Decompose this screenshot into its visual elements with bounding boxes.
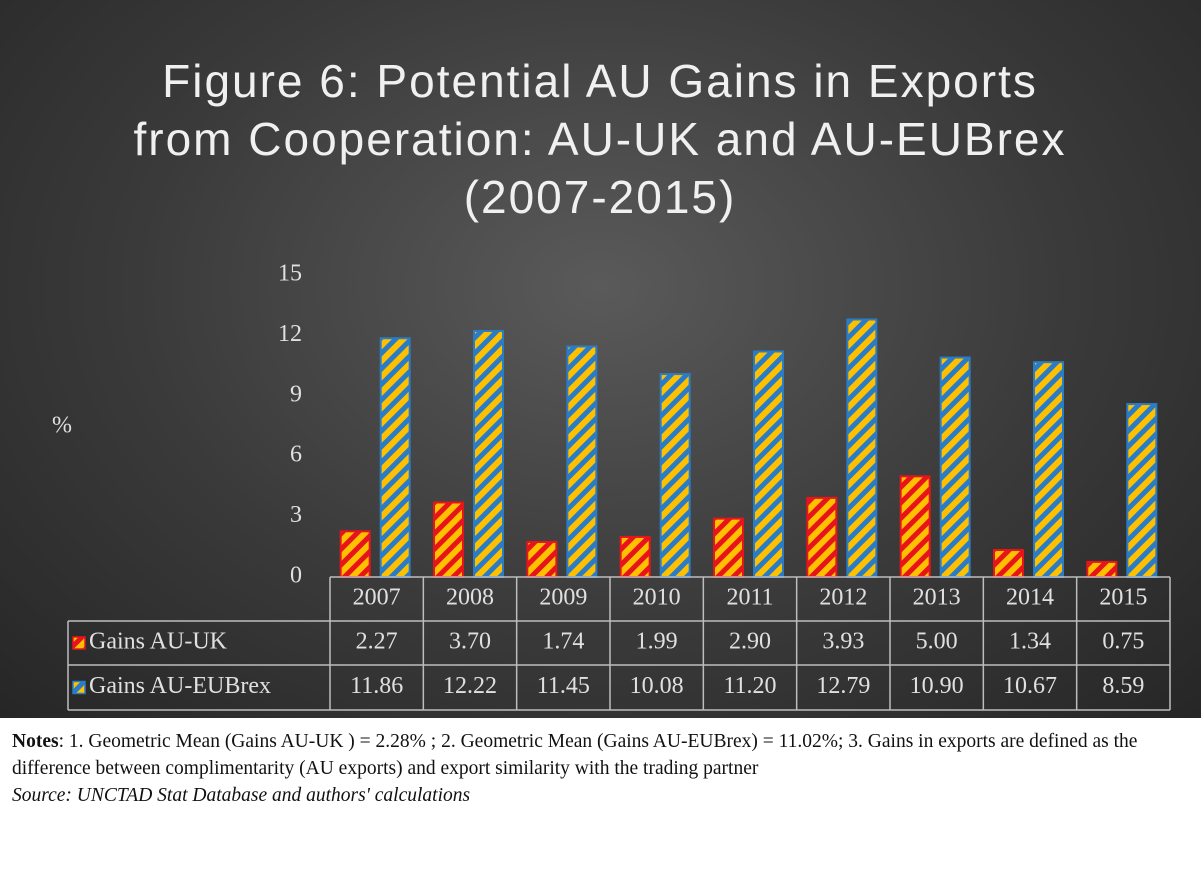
table-value: 11.45 <box>537 673 590 699</box>
bar <box>526 540 558 579</box>
chart-title: Figure 6: Potential AU Gains in Exports … <box>133 55 1067 223</box>
bar <box>899 475 931 579</box>
bar <box>753 350 784 578</box>
bar <box>1086 560 1118 579</box>
table-value: 1.99 <box>636 629 678 655</box>
legend-swatch <box>72 680 86 695</box>
y-tick-label: 12 <box>278 321 302 347</box>
x-tick-label: 2010 <box>633 585 681 611</box>
bar <box>713 517 744 579</box>
table-value: 2.90 <box>729 629 771 655</box>
x-tick-label: 2011 <box>726 585 773 611</box>
table-value: 8.59 <box>1102 673 1144 699</box>
table-value: 0.75 <box>1102 629 1144 655</box>
y-tick-label: 15 <box>278 261 302 287</box>
table-value: 10.67 <box>1003 673 1057 699</box>
x-tick-label: 2013 <box>913 585 961 611</box>
bar <box>433 501 464 578</box>
y-axis-label: % <box>52 413 72 439</box>
bar <box>846 318 878 578</box>
x-tick-label: 2012 <box>819 585 867 611</box>
table-value: 1.74 <box>542 629 584 655</box>
notes-label: Notes <box>12 731 59 752</box>
legend-label: Gains AU-EUBrex <box>89 673 271 699</box>
table-value: 2.27 <box>356 629 398 655</box>
y-tick-label: 6 <box>290 442 302 468</box>
notes-text: : 1. Geometric Mean (Gains AU-UK ) = 2.2… <box>12 731 1138 779</box>
table-value: 5.00 <box>916 629 958 655</box>
table-value: 12.79 <box>816 673 870 699</box>
bar <box>1033 361 1064 578</box>
table-value: 11.20 <box>723 673 776 699</box>
source: Source: UNCTAD Stat Database and authors… <box>12 785 471 806</box>
x-tick-label: 2007 <box>353 585 401 611</box>
table-value: 12.22 <box>443 673 497 699</box>
x-tick-label: 2015 <box>1099 585 1147 611</box>
table-value: 10.90 <box>910 673 964 699</box>
bar <box>993 549 1024 579</box>
bar <box>1126 403 1158 578</box>
legend-swatch <box>72 636 86 650</box>
table-value: 1.34 <box>1009 629 1051 655</box>
table-value: 10.08 <box>630 673 684 699</box>
x-tick-label: 2014 <box>1006 585 1054 611</box>
notes: Notes: 1. Geometric Mean (Gains AU-UK ) … <box>0 718 1201 879</box>
y-tick-label: 9 <box>290 381 302 407</box>
table-value: 11.86 <box>350 673 403 699</box>
bar <box>379 337 411 578</box>
x-tick-label: 2009 <box>539 585 587 611</box>
bar <box>659 373 691 578</box>
bar <box>806 496 838 579</box>
legend-label: Gains AU-UK <box>89 629 228 655</box>
table-value: 3.70 <box>449 629 491 655</box>
bar <box>939 356 971 578</box>
chart: % 0 3 6 9 12 15 2007 2008 2009 2010 2011 2012 2013 201… <box>52 261 1171 711</box>
y-tick-label: 3 <box>290 502 302 528</box>
x-tick-label: 2008 <box>446 585 494 611</box>
bar <box>339 530 371 579</box>
bar <box>566 345 598 578</box>
bar <box>619 535 651 579</box>
chart-area: % 0 3 6 9 12 15 2007 2008 2009 2010 2011 2012 2013 201… <box>0 0 1201 718</box>
y-tick-label: 0 <box>290 563 302 589</box>
table-value: 3.93 <box>822 629 864 655</box>
bar <box>473 329 504 578</box>
